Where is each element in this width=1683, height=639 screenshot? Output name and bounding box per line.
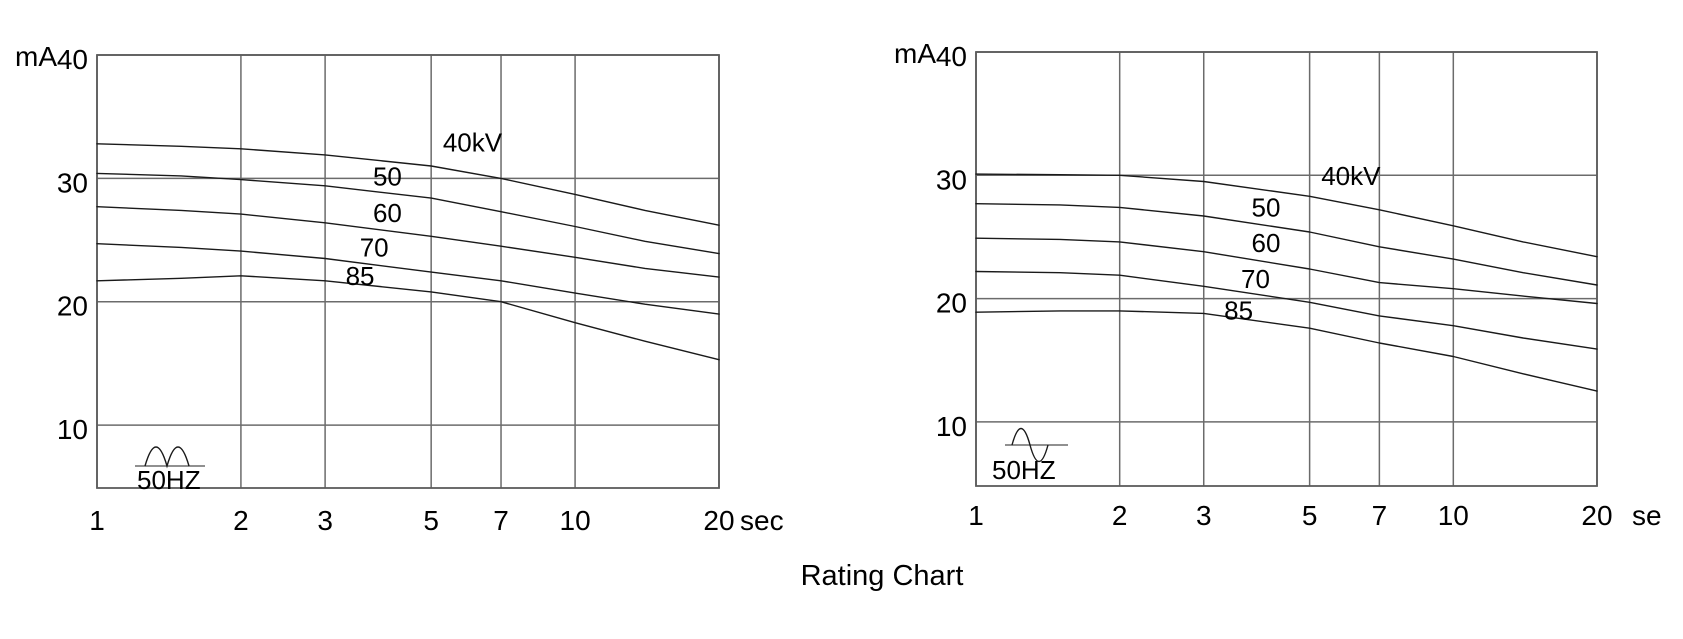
x-tick-label: 20 [1581,500,1612,531]
x-axis-unit-label: sec [740,505,784,536]
curve-label-70: 70 [360,232,389,262]
x-tick-label: 1 [968,500,984,531]
waveform-frequency-label: 50HZ [137,465,201,495]
curve-85 [96,275,720,361]
curve-70 [975,270,1598,350]
curve-label-50: 50 [1251,192,1280,222]
x-tick-label: 3 [1196,500,1212,531]
waveform-frequency-label: 50HZ [992,455,1056,485]
y-axis-unit-label: mA [15,41,57,72]
y-tick-label: 20 [57,291,88,322]
plot-border [96,54,720,489]
sine-waveform-icon [1011,427,1049,463]
full-wave-rectified-waveform-icon [144,446,190,469]
figure-title: Rating Chart [800,560,964,592]
x-tick-label: 7 [493,505,509,536]
y-tick-label: 20 [936,288,967,319]
y-tick-label: 40 [57,44,88,75]
curve-60 [975,237,1598,305]
curve-label-85: 85 [1224,295,1253,325]
curve-40kV [96,143,720,226]
x-tick-label: 2 [233,505,249,536]
y-tick-label: 30 [57,167,88,198]
curve-70 [96,243,720,315]
curve-50 [975,203,1598,286]
x-tick-label: 10 [560,505,591,536]
curve-label-50: 50 [373,162,402,192]
y-axis-unit-label: mA [894,38,936,69]
x-axis-unit-label: se [1632,500,1662,531]
curve-60 [96,206,720,278]
x-tick-label: 5 [1302,500,1318,531]
x-tick-label: 7 [1372,500,1388,531]
x-tick-label: 2 [1112,500,1128,531]
y-tick-label: 30 [936,164,967,195]
curve-40kV [975,173,1598,258]
curve-label-60: 60 [373,198,402,228]
x-tick-label: 1 [89,505,105,536]
x-tick-label: 10 [1438,500,1469,531]
x-tick-label: 20 [703,505,734,536]
y-tick-label: 40 [936,41,967,72]
y-tick-label: 10 [57,414,88,445]
x-tick-label: 5 [423,505,439,536]
y-tick-label: 10 [936,411,967,442]
curve-label-40kV: 40kV [443,128,503,158]
curve-label-60: 60 [1251,228,1280,258]
curve-85 [975,310,1598,392]
plot-border [975,51,1598,487]
curve-label-85: 85 [346,261,375,291]
curve-label-70: 70 [1241,264,1270,294]
x-tick-label: 3 [317,505,333,536]
curve-label-40kV: 40kV [1321,161,1381,191]
curve-50 [96,172,720,255]
